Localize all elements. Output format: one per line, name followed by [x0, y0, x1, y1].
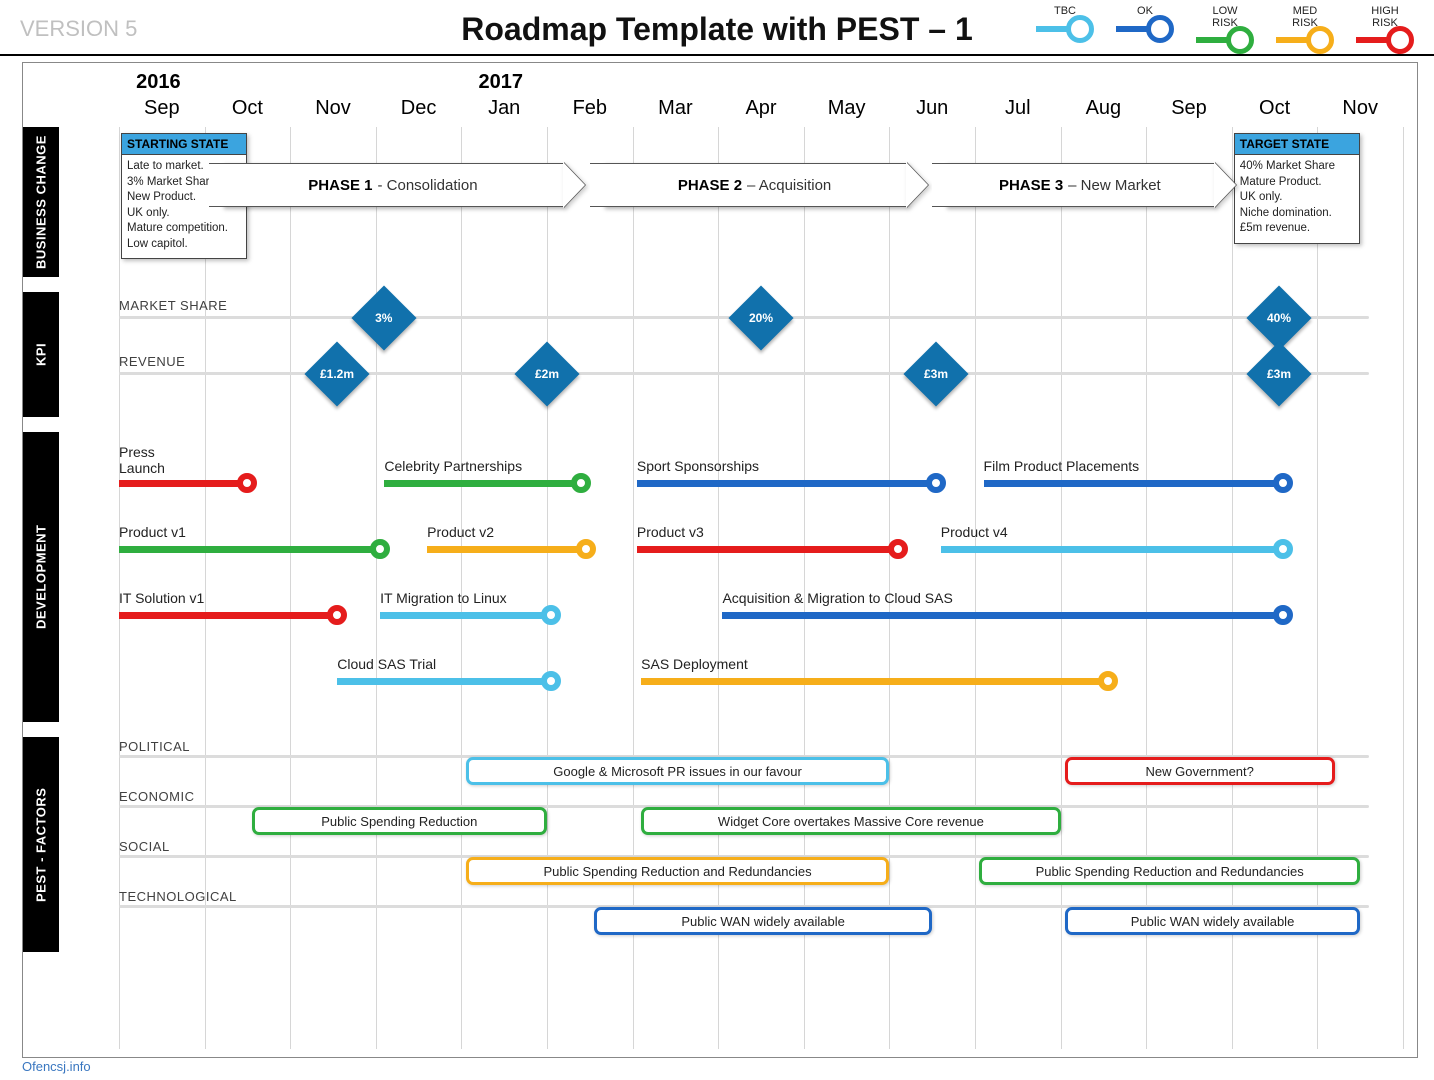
- month-label: Jun: [916, 97, 948, 120]
- dev-bar: [119, 480, 247, 487]
- dev-bar: [427, 546, 585, 553]
- dev-bar-label: Product v3: [637, 524, 704, 540]
- bar-end-marker: [237, 473, 257, 493]
- bar-end-marker: [370, 539, 390, 559]
- swimlane-label: DEVELOPMENT: [23, 432, 59, 722]
- phase-arrow: PHASE 2 – Acquisition: [603, 163, 907, 207]
- dev-bar-label: SAS Deployment: [641, 656, 748, 672]
- bar-end-marker: [327, 605, 347, 625]
- legend-item: HIGH RISK: [1356, 6, 1414, 49]
- bar-end-marker: [576, 539, 596, 559]
- pest-factor-box: New Government?: [1065, 757, 1335, 785]
- legend-item: MED RISK: [1276, 6, 1334, 49]
- legend-item: TBC: [1036, 6, 1094, 49]
- dev-bar-label: Celebrity Partnerships: [384, 458, 522, 474]
- month-label: Dec: [401, 97, 437, 120]
- month-label: Nov: [1342, 97, 1378, 120]
- pest-factor-box: Public WAN widely available: [594, 907, 932, 935]
- pest-row-label: ECONOMIC: [119, 789, 195, 804]
- dev-bar-label: Cloud SAS Trial: [337, 656, 436, 672]
- pest-factor-box: Public Spending Reduction and Redundanci…: [979, 857, 1360, 885]
- kpi-row-label: REVENUE: [119, 354, 185, 369]
- month-label: Sep: [1171, 97, 1207, 120]
- dev-bar: [337, 678, 551, 685]
- month-label: Aug: [1086, 97, 1122, 120]
- legend-item: OK: [1116, 6, 1174, 49]
- kpi-diamond: 3%: [352, 285, 417, 350]
- legend-item: LOW RISK: [1196, 6, 1254, 49]
- kpi-diamond: £3m: [904, 341, 969, 406]
- dev-bar-label: IT Migration to Linux: [380, 590, 507, 606]
- month-label: Sep: [144, 97, 180, 120]
- dev-bar: [984, 480, 1284, 487]
- bar-end-marker: [1273, 539, 1293, 559]
- phase-arrow: PHASE 3 – New Market: [945, 163, 1215, 207]
- dev-bar: [119, 612, 337, 619]
- pest-row-label: SOCIAL: [119, 839, 170, 854]
- kpi-row-label: MARKET SHARE: [119, 298, 227, 313]
- kpi-diamond: £1.2m: [305, 341, 370, 406]
- dev-bar-label: PressLaunch: [119, 444, 165, 476]
- month-label: Mar: [658, 97, 692, 120]
- pest-factor-box: Public Spending Reduction and Redundanci…: [466, 857, 890, 885]
- dev-bar-label: Sport Sponsorships: [637, 458, 759, 474]
- pest-factor-box: Google & Microsoft PR issues in our favo…: [466, 757, 890, 785]
- kpi-diamond: £3m: [1246, 341, 1311, 406]
- dev-bar: [384, 480, 581, 487]
- month-label: Oct: [232, 97, 263, 120]
- month-label: May: [828, 97, 866, 120]
- month-label: Jan: [488, 97, 520, 120]
- phase-arrow: PHASE 1 - Consolidation: [222, 163, 564, 207]
- bar-end-marker: [888, 539, 908, 559]
- pest-row-label: POLITICAL: [119, 739, 190, 754]
- month-label: Nov: [315, 97, 351, 120]
- pest-factor-box: Public Spending Reduction: [252, 807, 547, 835]
- version-label: VERSION 5: [20, 16, 137, 42]
- swimlane-label: KPI: [23, 292, 59, 417]
- dev-bar: [637, 546, 898, 553]
- dev-bar-label: Acquisition & Migration to Cloud SAS: [722, 590, 952, 606]
- dev-bar-label: Product v4: [941, 524, 1008, 540]
- dev-bar: [722, 612, 1283, 619]
- swimlane-label: PEST - FACTORS: [23, 737, 59, 952]
- bar-end-marker: [1273, 605, 1293, 625]
- bar-end-marker: [1098, 671, 1118, 691]
- dev-bar: [941, 546, 1283, 553]
- pest-row-label: TECHNOLOGICAL: [119, 889, 237, 904]
- legend: TBC OK LOW RISK MED RISK HIGH RISK: [1036, 6, 1414, 49]
- bar-end-marker: [541, 605, 561, 625]
- pest-factor-box: Public WAN widely available: [1065, 907, 1360, 935]
- bar-end-marker: [1273, 473, 1293, 493]
- dev-bar: [641, 678, 1108, 685]
- kpi-diamond: £2m: [514, 341, 579, 406]
- dev-bar: [119, 546, 380, 553]
- month-label: Apr: [745, 97, 776, 120]
- footer-brand: Ofencsj.info: [22, 1059, 91, 1074]
- roadmap-chart: 2016 2017 Sep Oct Nov Dec Jan Feb Mar Apr May Jun J…: [22, 62, 1418, 1058]
- dev-bar: [637, 480, 937, 487]
- dev-bar-label: Product v2: [427, 524, 494, 540]
- dev-bar-label: Product v1: [119, 524, 186, 540]
- month-label: Jul: [1005, 97, 1031, 120]
- year-label: 2016: [136, 71, 181, 94]
- dev-bar-label: Film Product Placements: [984, 458, 1140, 474]
- month-label: Feb: [573, 97, 607, 120]
- state-box: TARGET STATE40% Market ShareMature Produ…: [1234, 133, 1360, 244]
- month-label: Oct: [1259, 97, 1290, 120]
- bar-end-marker: [571, 473, 591, 493]
- dev-bar-label: IT Solution v1: [119, 590, 204, 606]
- swimlane-label: BUSINESS CHANGE: [23, 127, 59, 277]
- year-label: 2017: [479, 71, 524, 94]
- kpi-diamond: 20%: [728, 285, 793, 350]
- dev-bar: [380, 612, 551, 619]
- pest-factor-box: Widget Core overtakes Massive Core reven…: [641, 807, 1060, 835]
- bar-end-marker: [541, 671, 561, 691]
- bar-end-marker: [926, 473, 946, 493]
- header: VERSION 5 Roadmap Template with PEST – 1…: [0, 0, 1434, 56]
